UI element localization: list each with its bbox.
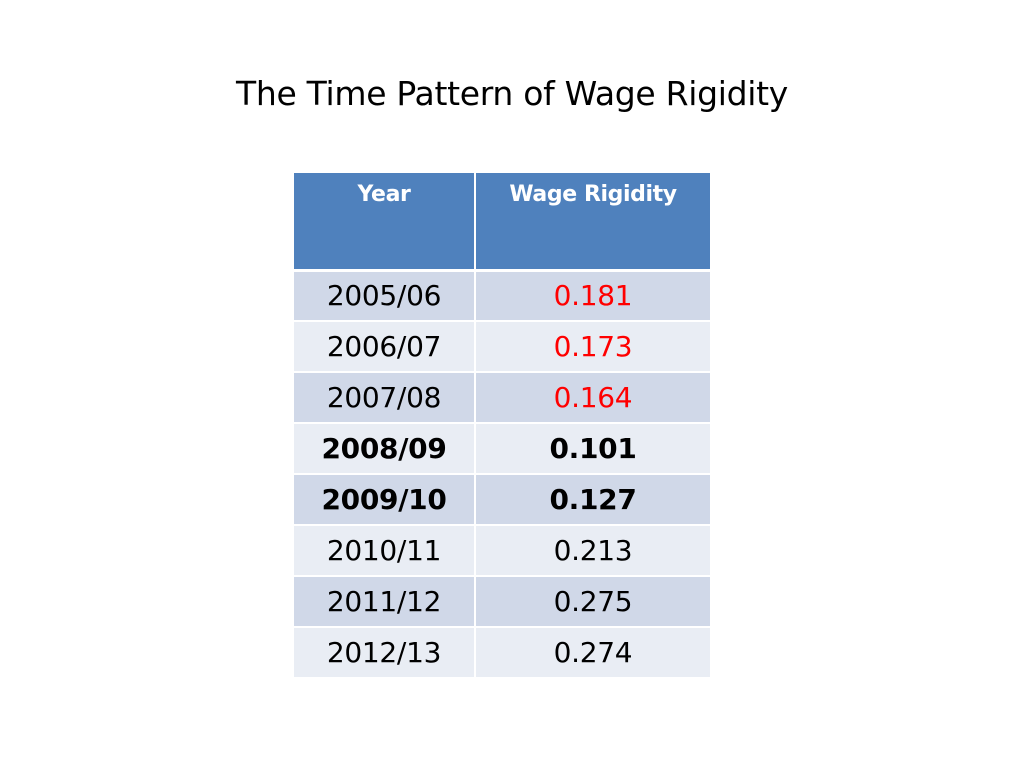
year-cell: 2012/13 [294, 627, 476, 679]
value-cell: 0.275 [475, 576, 710, 628]
value-cell: 0.274 [475, 627, 710, 679]
wage-rigidity-table: Year Wage Rigidity 2005/06 0.181 2006/07… [294, 173, 710, 679]
value-cell: 0.127 [475, 474, 710, 526]
year-cell: 2005/06 [294, 270, 476, 322]
slide-title: The Time Pattern of Wage Rigidity [235, 74, 788, 113]
header-year: Year [294, 173, 476, 272]
value-cell: 0.173 [475, 321, 710, 373]
table-row: 2005/06 0.181 [294, 270, 710, 322]
year-cell: 2009/10 [294, 474, 476, 526]
table-row: 2009/10 0.127 [294, 474, 710, 526]
table-row: 2011/12 0.275 [294, 576, 710, 628]
year-cell: 2010/11 [294, 525, 476, 577]
table-row: 2007/08 0.164 [294, 372, 710, 424]
table-row: 2010/11 0.213 [294, 525, 710, 577]
year-cell: 2011/12 [294, 576, 476, 628]
table-row: 2008/09 0.101 [294, 423, 710, 475]
value-cell: 0.181 [475, 270, 710, 322]
header-wage-rigidity: Wage Rigidity [475, 173, 710, 272]
table-row: 2006/07 0.173 [294, 321, 710, 373]
value-cell: 0.213 [475, 525, 710, 577]
value-cell: 0.164 [475, 372, 710, 424]
table-header-row: Year Wage Rigidity [294, 173, 710, 272]
year-cell: 2008/09 [294, 423, 476, 475]
year-cell: 2006/07 [294, 321, 476, 373]
year-cell: 2007/08 [294, 372, 476, 424]
table-row: 2012/13 0.274 [294, 627, 710, 679]
value-cell: 0.101 [475, 423, 710, 475]
